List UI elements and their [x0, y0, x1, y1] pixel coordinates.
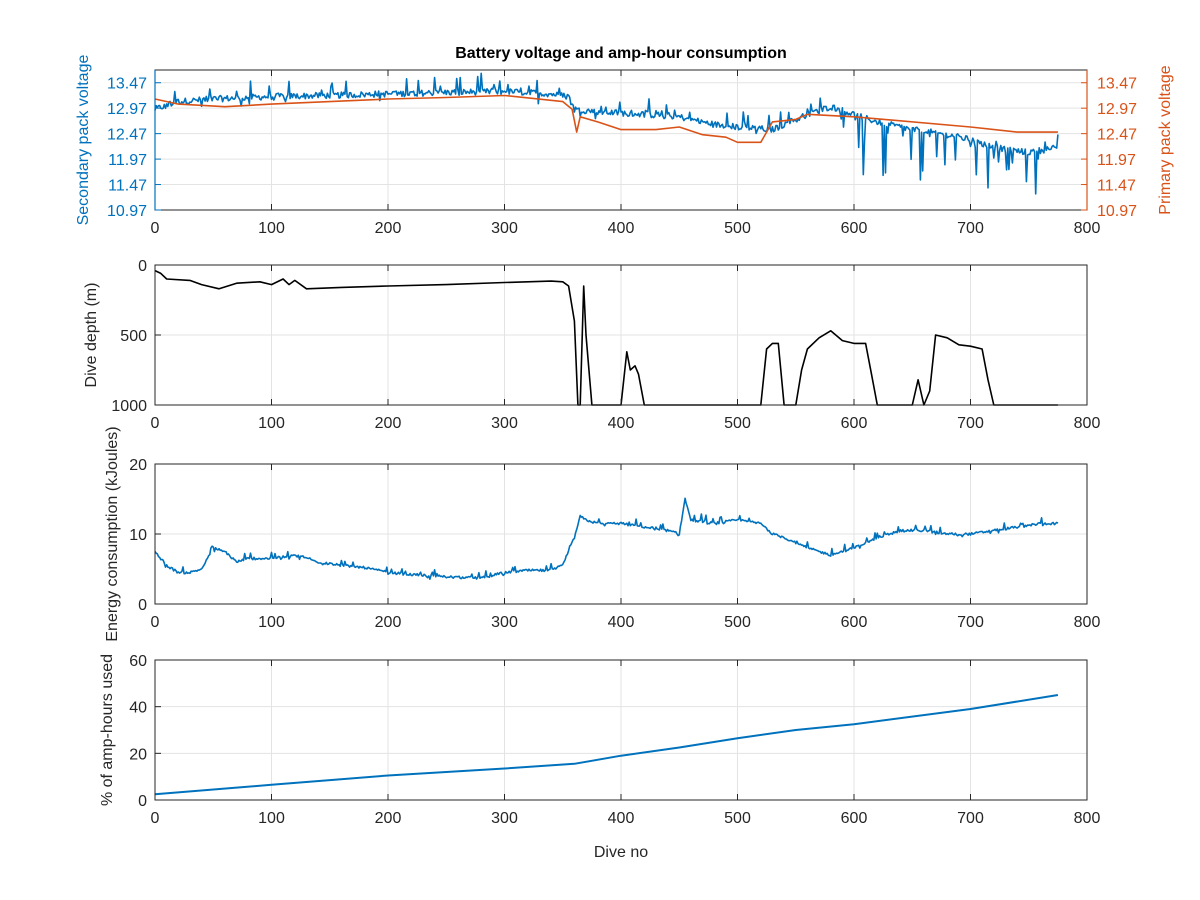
x-tick-label: 800 [1074, 220, 1101, 237]
x-tick-label: 300 [491, 415, 518, 432]
energy-panel: 0 100 200 300 400 500 600 700 800 0 10 20 Energy con… [104, 426, 1100, 641]
x-tick-label: 100 [258, 415, 285, 432]
y-tick-label: 11.47 [108, 178, 147, 195]
depth-panel: 0 100 200 300 400 500 600 700 800 0 500 1000 Dive de… [83, 258, 1100, 432]
y-tick-label: 0 [138, 597, 147, 614]
voltage-panel: 0 100 200 300 400 500 600 700 80010.9711.4711.97… [75, 55, 1174, 237]
x-tick-label: 600 [841, 415, 868, 432]
y-tick-label: 20 [129, 746, 147, 763]
y-right-tick-label: 12.97 [1097, 101, 1137, 118]
series-line-1 [154, 497, 1059, 580]
y-tick-label: 12.47 [107, 127, 147, 144]
y-tick-label: 1000 [111, 398, 147, 415]
y-right-tick-label: 11.97 [1097, 152, 1136, 169]
x-tick-label: 700 [957, 810, 984, 827]
x-tick-label: 0 [151, 810, 160, 827]
x-tick-label: 0 [151, 614, 160, 631]
y-tick-label: 500 [120, 328, 147, 345]
x-tick-label: 100 [258, 614, 285, 631]
y-tick-label: 10.97 [107, 203, 147, 220]
y-right-tick-label: 11.47 [1097, 178, 1136, 195]
x-tick-label: 600 [841, 614, 868, 631]
x-axis-label: Dive no [594, 844, 648, 861]
x-tick-label: 500 [724, 810, 751, 827]
y-tick-label: 60 [129, 653, 147, 670]
x-tick-label: 400 [608, 614, 635, 631]
x-tick-label: 600 [841, 810, 868, 827]
y-tick-label: 10 [129, 527, 147, 544]
x-tick-label: 100 [258, 810, 285, 827]
x-tick-label: 300 [491, 614, 518, 631]
y-tick-label: 40 [129, 700, 147, 717]
x-tick-label: 700 [957, 415, 984, 432]
series-line-2 [154, 94, 1058, 144]
y-tick-label: 0 [138, 793, 147, 810]
y-tick-label: 0 [138, 258, 147, 275]
y-right-tick-label: 12.47 [1097, 127, 1137, 144]
y-axis-label: % of amp-hours used [99, 654, 116, 806]
amp-hours-panel: 0 100 200 300 400 500 600 700 800 0 20 40 60 % of amp… [99, 653, 1100, 861]
y-tick-label: 11.97 [108, 152, 147, 169]
x-tick-label: 0 [151, 220, 160, 237]
x-tick-label: 500 [724, 220, 751, 237]
x-tick-label: 200 [375, 810, 402, 827]
y-tick-label: 13.47 [107, 76, 147, 93]
series-line-1 [154, 269, 1058, 406]
y-axis-label-right: Primary pack voltage [1157, 65, 1174, 214]
x-tick-label: 300 [491, 810, 518, 827]
series-line-1 [154, 72, 1059, 195]
figure-title: Battery voltage and amp-hour consumption [455, 45, 787, 62]
x-tick-label: 800 [1074, 614, 1101, 631]
y-axis-label: Dive depth (m) [83, 283, 100, 388]
x-tick-label: 300 [491, 220, 518, 237]
y-axis-label-left: Secondary pack voltage [75, 55, 92, 226]
x-tick-label: 100 [258, 220, 285, 237]
x-tick-label: 800 [1074, 415, 1101, 432]
x-tick-label: 400 [608, 220, 635, 237]
y-tick-label: 20 [129, 457, 147, 474]
x-tick-label: 200 [375, 415, 402, 432]
series-line-1 [154, 694, 1059, 796]
y-right-tick-label: 10.97 [1097, 203, 1137, 220]
x-tick-label: 700 [957, 220, 984, 237]
x-tick-label: 500 [724, 614, 751, 631]
x-tick-label: 600 [841, 220, 868, 237]
x-tick-label: 0 [151, 415, 160, 432]
x-tick-label: 700 [957, 614, 984, 631]
x-tick-label: 200 [375, 614, 402, 631]
x-tick-label: 200 [375, 220, 402, 237]
x-tick-label: 400 [608, 415, 635, 432]
y-right-tick-label: 13.47 [1097, 76, 1137, 93]
y-axis-label: Energy consumption (kJoules) [104, 426, 121, 641]
x-tick-label: 800 [1074, 810, 1101, 827]
y-tick-label: 12.97 [107, 101, 147, 118]
x-tick-label: 500 [724, 415, 751, 432]
x-tick-label: 400 [608, 810, 635, 827]
